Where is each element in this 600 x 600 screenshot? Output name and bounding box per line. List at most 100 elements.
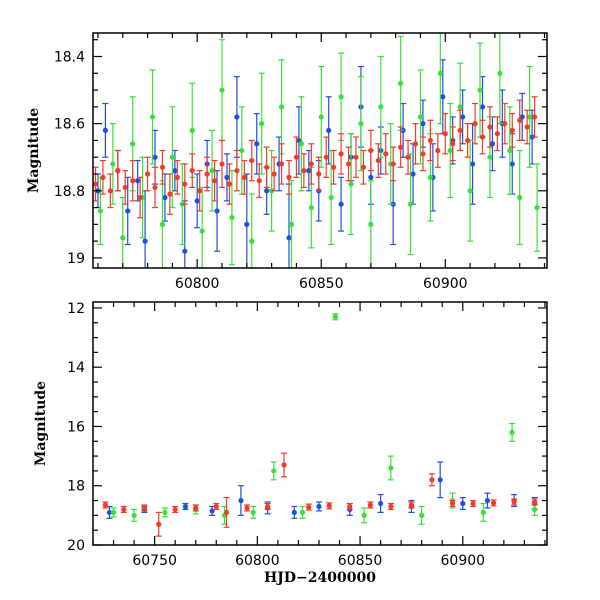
data-point: [457, 104, 463, 110]
data-point: [477, 87, 483, 93]
y-tick-label: 20: [67, 538, 85, 554]
data-point: [110, 509, 117, 516]
data-point: [497, 70, 503, 76]
data-point: [130, 178, 136, 184]
data-point: [427, 174, 433, 180]
data-point: [281, 462, 287, 468]
data-point: [167, 191, 173, 197]
data-point: [100, 174, 106, 180]
data-point: [437, 477, 443, 483]
data-point: [368, 147, 374, 154]
data-point: [193, 505, 199, 511]
data-point: [239, 147, 245, 154]
data-point: [306, 168, 312, 174]
data-point: [234, 168, 240, 174]
data-point: [110, 161, 116, 167]
top-panel: 60800 60850 60900 18.4 18.6 18.8 19 Magnitude: [26, 32, 548, 292]
data-point: [131, 512, 137, 518]
data-point: [106, 509, 113, 516]
data-point: [107, 188, 113, 194]
data-point: [219, 87, 225, 93]
data-point: [449, 500, 456, 507]
data-point: [318, 114, 324, 120]
data-point: [328, 194, 334, 201]
data-point: [437, 70, 443, 76]
data-point: [360, 164, 367, 170]
data-point: [197, 188, 203, 194]
data-point: [420, 151, 426, 157]
data-point: [271, 468, 277, 474]
data-point: [408, 502, 415, 508]
data-point: [256, 178, 262, 184]
data-point: [144, 171, 151, 177]
data-point: [249, 157, 255, 164]
y-axis-label: Magnitude: [33, 381, 49, 466]
data-point: [182, 248, 188, 254]
data-point: [509, 429, 515, 435]
data-point: [427, 137, 433, 144]
data-point: [102, 127, 109, 133]
data-point: [326, 127, 332, 133]
data-point: [141, 505, 147, 511]
data-point: [531, 114, 538, 120]
data-point: [264, 188, 270, 194]
data-point: [172, 168, 178, 174]
data-point: [241, 174, 247, 180]
series-2: [102, 452, 538, 537]
data-point: [507, 147, 513, 154]
data-point: [299, 509, 306, 516]
data-point: [278, 161, 285, 167]
data-point: [348, 181, 354, 187]
data-point: [353, 154, 359, 160]
data-point: [172, 506, 178, 513]
data-point: [204, 171, 210, 177]
data-point: [405, 154, 411, 160]
data-point: [472, 121, 478, 127]
bottom-panel: 60750 60800 60850 60900 12 14 16 18 20 Magnitude H…: [33, 301, 548, 586]
x-tick-label: 60900: [423, 276, 468, 292]
data-point: [465, 137, 471, 144]
data-point: [159, 164, 166, 170]
data-point: [410, 171, 416, 177]
data-point: [435, 147, 441, 154]
data-point: [470, 500, 476, 507]
data-point: [264, 164, 270, 170]
data-point: [347, 503, 353, 510]
data-point: [358, 121, 364, 127]
data-point: [524, 124, 530, 130]
data-point: [489, 141, 496, 147]
data-point: [102, 502, 108, 508]
data-point: [135, 178, 141, 184]
data-point: [182, 503, 189, 510]
data-point: [226, 181, 233, 187]
data-point: [398, 80, 404, 86]
data-point: [224, 174, 230, 180]
data-point: [517, 117, 523, 123]
data-point: [457, 127, 463, 133]
data-point: [209, 168, 215, 174]
data-point: [390, 161, 396, 167]
data-point: [288, 221, 295, 227]
data-point: [286, 235, 292, 241]
data-point: [511, 499, 517, 505]
data-point: [442, 131, 448, 137]
data-point: [152, 184, 158, 191]
data-point: [460, 114, 466, 120]
data-point: [361, 512, 367, 518]
data-point: [199, 228, 205, 234]
data-point: [229, 215, 235, 221]
data-point: [447, 147, 453, 154]
data-point: [115, 168, 121, 174]
y-tick-label: 18: [67, 479, 85, 495]
data-point: [211, 178, 218, 184]
data-point: [383, 151, 389, 157]
data-point: [417, 114, 424, 120]
x-tick-label: 60800: [235, 553, 280, 569]
data-point: [169, 154, 175, 160]
data-point: [156, 521, 162, 527]
data-point: [429, 477, 435, 483]
data-point: [254, 141, 260, 147]
y-tick-label: 19: [67, 251, 85, 267]
data-point: [509, 127, 515, 133]
data-point: [440, 94, 446, 100]
